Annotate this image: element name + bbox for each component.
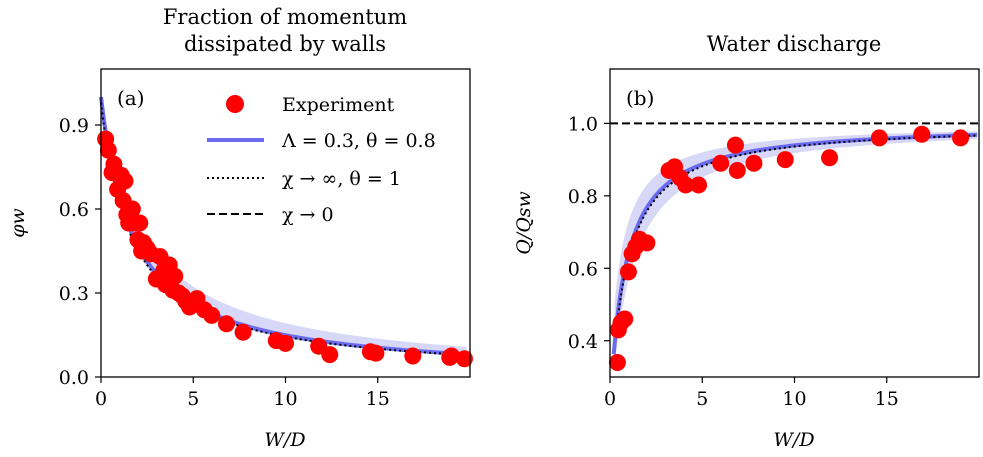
experiment-point-a xyxy=(203,306,221,324)
limit-inf-curve-a xyxy=(100,102,467,357)
panel-label-b: (b) xyxy=(626,86,654,110)
lines-b xyxy=(610,122,979,355)
legend-label-limit-inf: χ → ∞, θ = 1 xyxy=(282,168,401,190)
experiment-point-a xyxy=(217,315,235,333)
experiment-point-b xyxy=(677,176,695,194)
experiment-point-b xyxy=(616,310,634,328)
panel-a: Fraction of momentum dissipated by walls… xyxy=(7,5,473,451)
experiment-point-a xyxy=(321,346,339,364)
legend-label-model: Λ = 0.3, θ = 0.8 xyxy=(281,130,436,152)
title-a-line2: dissipated by walls xyxy=(184,32,386,56)
xlabel-a: W/D xyxy=(264,429,305,451)
experiment-point-b xyxy=(870,129,888,147)
ytick-label-a: 0.3 xyxy=(59,283,89,305)
experiment-points-a xyxy=(97,130,473,368)
xtick-label-a: 15 xyxy=(366,388,390,410)
experiment-point-b xyxy=(745,154,763,172)
experiment-point-b xyxy=(712,154,730,172)
xtick-label-b: 15 xyxy=(875,388,899,410)
axes-frame-b xyxy=(609,68,980,378)
experiment-point-b xyxy=(952,129,970,147)
experiment-point-b xyxy=(728,161,746,179)
xtick-label-b: 10 xyxy=(782,388,806,410)
ytick-label-b: 0.8 xyxy=(568,186,598,208)
title-a-line1: Fraction of momentum xyxy=(163,5,407,29)
experiment-point-a xyxy=(277,334,294,352)
ytick-label-a: 0.0 xyxy=(59,367,89,389)
experiment-point-a xyxy=(455,350,473,368)
legend-label-experiment: Experiment xyxy=(282,94,395,116)
experiment-point-b xyxy=(776,151,794,169)
panel-label-a: (a) xyxy=(117,86,145,110)
xtick-label-b: 0 xyxy=(604,388,616,410)
experiment-point-a xyxy=(99,141,117,159)
legend-label-limit-zero: χ → 0 xyxy=(282,204,334,226)
xtick-label-a: 5 xyxy=(187,388,199,410)
experiment-point-a xyxy=(131,214,149,232)
experiment-point-b xyxy=(821,149,839,167)
title-b: Water discharge xyxy=(707,32,882,56)
experiment-point-a xyxy=(404,347,422,365)
axes-ticks-b: 0 5 10 15 0.4 0.6 0.8 1.0 xyxy=(568,113,899,410)
ytick-label-a: 0.6 xyxy=(59,199,89,221)
experiment-points-b xyxy=(608,125,970,372)
model-band-shape-a xyxy=(101,97,467,356)
experiment-point-a xyxy=(443,347,461,365)
xlabel-b: W/D xyxy=(773,429,814,451)
experiment-point-b xyxy=(638,234,656,252)
experiment-point-b xyxy=(726,136,744,154)
ytick-label-a: 0.9 xyxy=(59,115,89,137)
experiment-point-a xyxy=(234,323,252,341)
axes-frame-a xyxy=(100,68,471,378)
legend-a: Experiment Λ = 0.3, θ = 0.8 χ → ∞, θ = 1… xyxy=(207,94,436,226)
experiment-point-a xyxy=(116,172,134,190)
xtick-label-b: 5 xyxy=(696,388,708,410)
experiment-point-b xyxy=(608,354,626,372)
ytick-label-b: 1.0 xyxy=(568,113,598,135)
legend-marker-experiment xyxy=(226,95,244,113)
axes-ticks-a: 0 5 10 15 0.0 0.3 0.6 0.9 xyxy=(59,115,390,410)
experiment-point-b xyxy=(690,176,708,194)
xtick-label-a: 10 xyxy=(273,388,297,410)
panel-b: Water discharge 0 5 10 15 0.4 0.6 0.8 1.0 (b) W… xyxy=(513,32,980,451)
experiment-point-a xyxy=(367,344,385,362)
ylabel-a: φw xyxy=(7,208,29,238)
ytick-label-b: 0.4 xyxy=(568,331,598,353)
experiment-point-a xyxy=(166,267,184,285)
experiment-point-b xyxy=(913,125,931,143)
model-band-a xyxy=(101,97,467,356)
ylabel-b: Q/Qsw xyxy=(513,191,535,255)
experiment-point-b xyxy=(619,263,637,281)
ytick-label-b: 0.6 xyxy=(568,258,598,280)
experiment-point-a xyxy=(123,200,141,218)
xtick-label-a: 0 xyxy=(95,388,107,410)
